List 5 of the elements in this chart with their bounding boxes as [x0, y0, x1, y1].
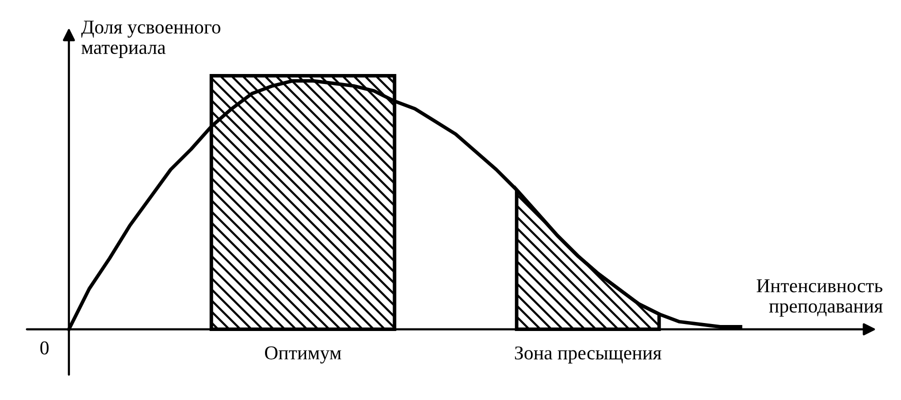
- x-axis-title: Интенсивность преподавания: [756, 279, 883, 317]
- text: 0: [40, 341, 49, 354]
- y-axis-title: Доля усвоенного материала: [81, 20, 220, 58]
- text: Зона пресыщения: [514, 346, 662, 364]
- text: Оптимум: [265, 346, 342, 364]
